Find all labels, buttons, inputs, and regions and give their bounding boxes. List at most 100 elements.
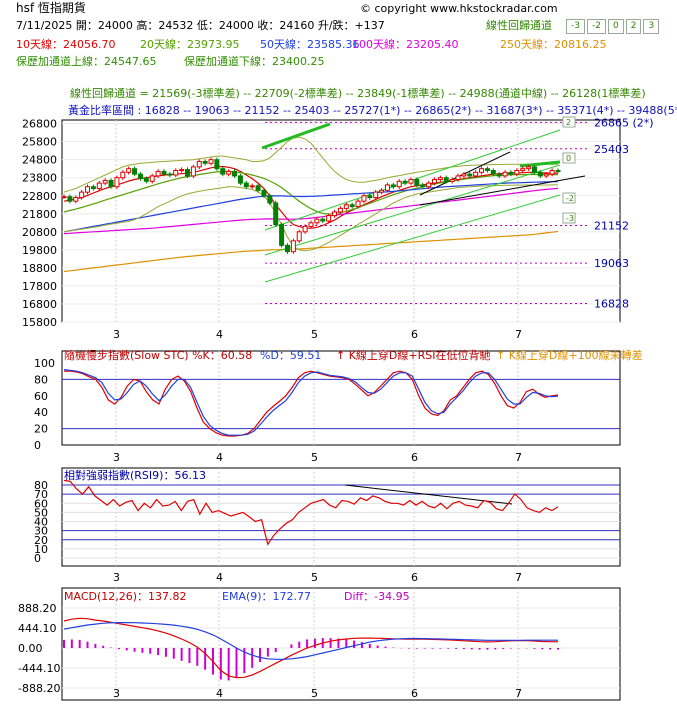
rsi-y-tick: 0 <box>34 552 41 565</box>
price-x-tick-3: 3 <box>113 328 120 341</box>
rsi-x-tick-3: 3 <box>113 571 120 584</box>
channel-button--2[interactable]: -2 <box>586 19 606 34</box>
price-y-tick: 21800 <box>22 208 57 221</box>
candle-body <box>261 189 267 197</box>
price-x-tick-6: 6 <box>411 328 418 341</box>
candle-body <box>126 168 132 173</box>
candle-body <box>508 171 514 175</box>
candle-body <box>226 170 232 175</box>
trend-arrow-2 <box>519 160 561 168</box>
channel-marker-label: -2 <box>566 194 574 203</box>
golden-ratio-label: 黃金比率區間 : 16828 -- 19063 -- 21152 -- 2540… <box>68 103 677 117</box>
stc-x-tick-7: 7 <box>515 451 522 464</box>
candle-body <box>437 177 443 181</box>
rsi-y-tick: 30 <box>34 525 48 538</box>
candle-body <box>185 169 190 177</box>
candle-body <box>149 175 155 182</box>
candle-body <box>467 173 473 177</box>
channel-button-0[interactable]: 0 <box>607 19 624 34</box>
stc-y-tick: 80 <box>34 373 48 386</box>
channel-marker <box>562 116 576 128</box>
regression-line-3 <box>419 175 586 206</box>
candle-body <box>390 184 396 188</box>
price-y-tick: 18800 <box>22 262 57 275</box>
candle-body <box>420 184 426 188</box>
candle-body <box>73 197 79 202</box>
price-y-tick: 23800 <box>22 172 57 185</box>
rsi-x-tick-4: 4 <box>216 571 223 584</box>
candle-body <box>108 179 114 188</box>
regression-line-1 <box>264 164 561 256</box>
candle-body <box>249 185 255 188</box>
candle-body <box>432 179 437 184</box>
candle-body <box>373 191 379 199</box>
candle-body <box>273 202 279 226</box>
candle-body <box>443 177 449 182</box>
macd-x-tick-3: 3 <box>113 687 120 700</box>
channel-button--3[interactable]: -3 <box>566 19 585 34</box>
candle-body <box>61 196 67 199</box>
candle-body <box>143 178 149 182</box>
candle-body <box>555 170 561 172</box>
ma-label-0: 10天線：24056.70 <box>16 38 116 51</box>
stc-y-tick: 20 <box>34 423 48 436</box>
symbol-title: hsf 恆指期貨 <box>16 1 86 15</box>
boll-lower-label: 保歷加通道下線：23400.25 <box>184 55 325 68</box>
channel-label: 線性回歸通道 <box>486 19 552 32</box>
candle-body <box>120 171 126 179</box>
candle-body <box>479 168 485 173</box>
candle-body <box>232 170 238 177</box>
rsi-title: 相對強弱指數(RSI9)：56.13 <box>64 468 206 482</box>
candle-body <box>414 179 420 186</box>
candle-body <box>361 195 367 202</box>
channel-marker <box>562 192 576 204</box>
channel-button-3[interactable]: 3 <box>643 19 660 34</box>
macd-y-tick: -888.20 <box>18 682 60 695</box>
copyright-icon: © <box>360 2 375 15</box>
stc-title: 隨機慢步指數(Slow STC) %K：60.58 <box>64 348 252 362</box>
price-y-tick: 19800 <box>22 244 57 257</box>
candle-body <box>296 231 302 242</box>
candle-body <box>132 168 138 175</box>
candle-body <box>349 204 355 208</box>
candle-body <box>167 173 173 176</box>
candle-body <box>220 168 226 175</box>
stc-signal-1: ↑ K線上穿D線+RSI在低位背馳 <box>336 348 490 362</box>
rsi-y-tick: 80 <box>34 479 48 492</box>
candle-body <box>408 179 414 184</box>
ma-label-4: 250天線：20816.25 <box>500 38 607 51</box>
channel-marker-label: -3 <box>566 214 574 223</box>
candle-body <box>332 211 338 217</box>
candle-body <box>496 173 502 177</box>
candle-body <box>137 173 143 180</box>
macd-y-tick: -444.10 <box>18 662 60 675</box>
stc-x-tick-4: 4 <box>216 451 223 464</box>
ma-line-4 <box>63 230 559 273</box>
candle-body <box>79 191 85 199</box>
channel-marker <box>562 152 576 164</box>
price-y-tick: 17800 <box>22 280 57 293</box>
regression-label: 線性回歸通道 = 21569(-3標準差) -- 22709(-2標準差) --… <box>70 86 646 100</box>
candle-body <box>449 179 455 182</box>
macd-x-tick-4: 4 <box>216 687 223 700</box>
fib-label: 21152 <box>594 219 629 232</box>
candle-body <box>320 218 326 222</box>
rsi-panel <box>61 467 621 567</box>
macd-x-tick-6: 6 <box>411 687 418 700</box>
regression-line-2 <box>264 194 561 283</box>
candle-body <box>155 170 161 177</box>
price-y-tick: 20800 <box>22 226 57 239</box>
channel-button-2[interactable]: 2 <box>625 19 642 34</box>
ma-line-3 <box>63 187 559 235</box>
candle-body <box>396 180 402 188</box>
candle-body <box>279 224 285 246</box>
price-x-tick-5: 5 <box>311 328 318 341</box>
candle-body <box>343 204 349 209</box>
candle-body <box>455 175 461 181</box>
candle-body <box>502 171 508 177</box>
rsi-x-tick-5: 5 <box>311 571 318 584</box>
copyright-link[interactable]: © copyright www.hkstockradar.com <box>360 2 558 15</box>
ma-line-5 <box>63 136 558 193</box>
candle-body <box>267 195 273 204</box>
ma-label-1: 20天線：23973.95 <box>140 38 240 51</box>
